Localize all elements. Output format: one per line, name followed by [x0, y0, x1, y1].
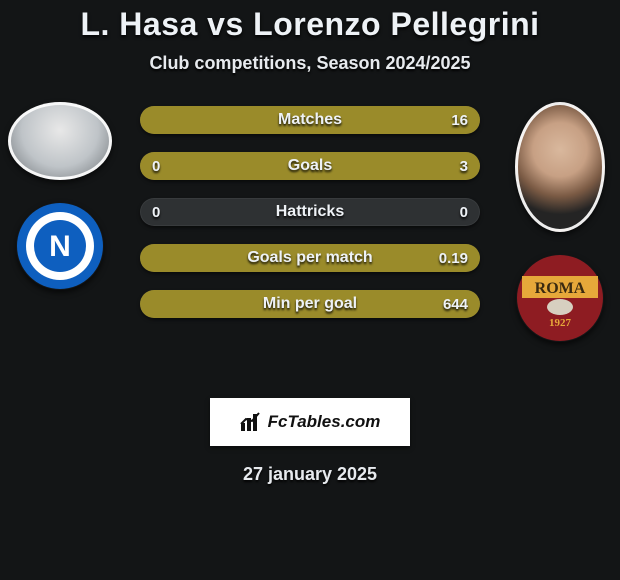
stat-value-right: 0: [460, 198, 468, 226]
stat-bar: 03Goals: [140, 152, 480, 180]
stat-value-right: 0.19: [439, 244, 468, 272]
club-right-badge: ROMA 1927: [516, 254, 604, 342]
player-left-portrait: [8, 102, 112, 180]
bar-fill-right: [140, 290, 480, 318]
stat-bar: 0.19Goals per match: [140, 244, 480, 272]
svg-text:1927: 1927: [549, 317, 572, 329]
comparison-infographic: L. Hasa vs Lorenzo Pellegrini Club compe…: [0, 0, 620, 580]
club-left-badge: N: [16, 202, 104, 290]
stat-value-right: 16: [451, 106, 468, 134]
stat-bar: 0 0Hattricks: [140, 198, 480, 226]
svg-text:N: N: [49, 230, 71, 263]
stat-value-right: 3: [460, 152, 468, 180]
stat-bars: 16Matches03Goals00Hattricks0.19Goals per…: [140, 106, 480, 318]
comparison-stage: N ROMA 1927 16Matches03Goals00Hattricks0…: [0, 102, 620, 372]
player-left-column: N: [0, 102, 120, 290]
bar-fill-right: [140, 106, 480, 134]
page-title: L. Hasa vs Lorenzo Pellegrini: [0, 6, 620, 43]
stat-bar: 644Min per goal: [140, 290, 480, 318]
player-right-column: ROMA 1927: [500, 102, 620, 342]
stat-value-left: 0: [152, 198, 160, 226]
credit-text: FcTables.com: [268, 412, 381, 432]
stat-value-left: 0: [152, 152, 160, 180]
chart-icon: [240, 412, 262, 432]
date-text: 27 january 2025: [0, 464, 620, 485]
page-subtitle: Club competitions, Season 2024/2025: [0, 53, 620, 74]
stat-value-right: 644: [443, 290, 468, 318]
bar-fill-right: [140, 152, 480, 180]
credit-badge: FcTables.com: [210, 398, 410, 446]
bar-fill-right: [140, 244, 480, 272]
napoli-badge-icon: N: [16, 202, 104, 290]
stat-label: Hattricks: [140, 198, 480, 226]
player-right-portrait: [515, 102, 605, 232]
roma-badge-icon: ROMA 1927: [516, 254, 604, 342]
stat-bar: 16Matches: [140, 106, 480, 134]
svg-text:ROMA: ROMA: [535, 280, 586, 297]
